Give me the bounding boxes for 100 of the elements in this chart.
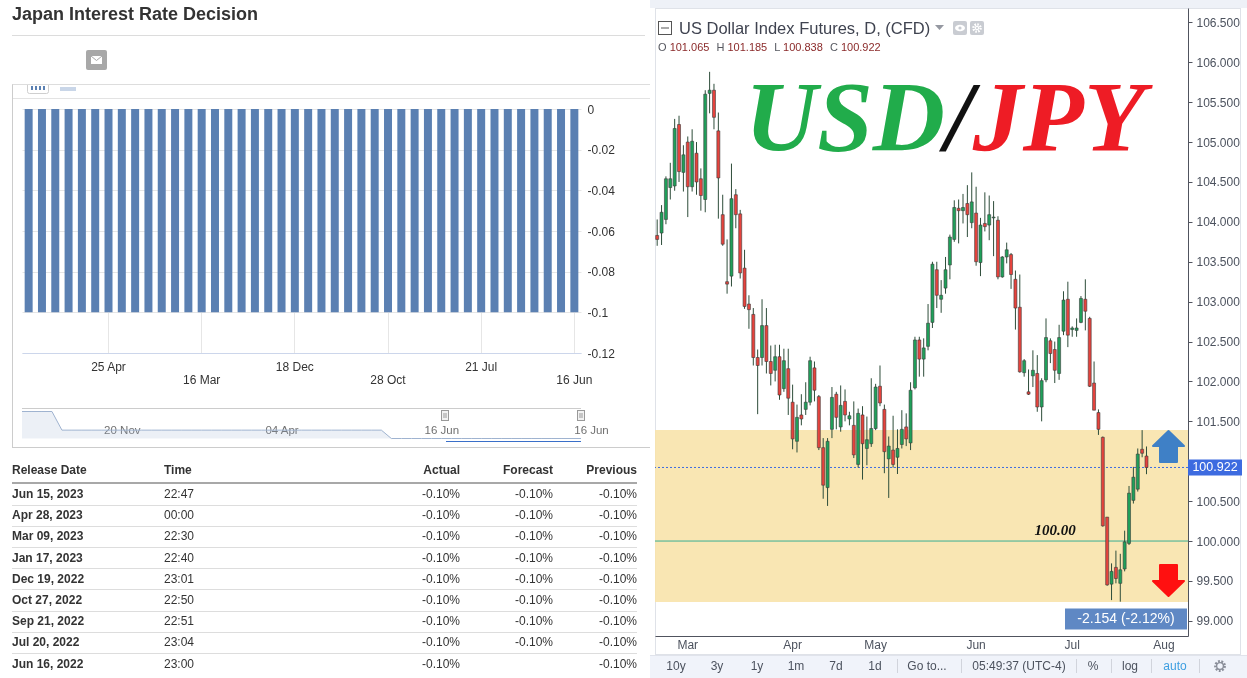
text: 22:50 [164,593,195,607]
text: log [1121,659,1139,673]
text: -0.10% [514,635,553,650]
text: -0.10% [514,508,553,523]
text: -0.10% [421,656,460,671]
x-tick-label: Jun [966,637,986,652]
text: 1d [868,659,882,673]
category-label: Time [164,463,192,477]
y-tick-label: 104.500 [1196,175,1241,190]
category-label: Forecast [502,463,553,477]
y-tick-label: 106.000 [1196,55,1241,70]
text: -0.10% [514,529,553,544]
text: 1y [750,659,764,673]
text: -0.10% [514,614,553,629]
text: -0.10% [598,614,637,629]
text: -0.10% [421,614,460,629]
text: 22:47 [164,487,195,501]
y-tick-label: -0.1 [587,305,609,320]
y-tick-label: 99.000 [1196,614,1234,629]
x-tick-label: 21 Jul [465,359,498,374]
candlestick [1026,368,1031,396]
candlestick [1074,317,1079,338]
x-tick-label: 16 Jun [556,372,593,387]
y-tick-label: 104.000 [1196,215,1241,230]
category-label: Jan 17, 2023 [12,550,83,565]
text: Go to... [907,659,947,673]
text: -0.10% [598,487,637,501]
category-label: Jul 20, 2022 [12,635,80,650]
text: -0.10% [421,487,460,501]
text: 23:04 [164,635,195,650]
ref-line-label: 100.00 [1034,522,1077,539]
text: US Dollar Index Futures, D, (CFD) [679,18,931,38]
category-label: Mar 09, 2023 [12,529,84,544]
candlestick [900,409,904,449]
y-tick-label: 101.500 [1196,414,1241,429]
category-label: Previous [586,463,637,477]
candlestick [812,361,817,402]
y-tick-label: -0.02 [587,143,616,158]
text: -0.10% [421,571,460,586]
y-tick-label: 103.000 [1196,295,1241,310]
text: -0.10% [598,529,637,544]
text: 23:00 [164,656,195,671]
ref-line-label: 100.922 [1192,460,1238,475]
y-tick-label: 106.500 [1196,15,1241,30]
x-tick-label: May [864,637,887,652]
text: 22:40 [164,550,195,565]
y-tick-label: -0.04 [587,183,616,198]
x-tick-label: Mar [677,637,699,652]
category-label: Actual [423,463,460,477]
text: 22:51 [164,614,195,629]
candlestick [956,199,961,244]
x-tick-label: 16 Mar [183,372,221,387]
text: 3y [710,659,724,673]
y-tick-label: 99.500 [1196,574,1234,589]
y-tick-label: 100.500 [1196,494,1241,509]
text: -0.10% [598,593,637,607]
text: -0.10% [421,635,460,650]
text: -0.10% [421,550,460,565]
category-label: Release Date [12,463,87,477]
y-tick-label: 103.500 [1196,255,1241,270]
text: 23:01 [164,571,195,586]
chart-title: Japan Interest Rate Decision [12,3,259,25]
y-tick-label: -0.12 [587,346,616,361]
text: O 101.065 H 101.185 L 100.838 C 100.922 [658,41,881,53]
y-tick-label: 102.500 [1196,335,1241,350]
text: auto [1163,659,1187,673]
y-tick-label: 100.000 [1196,534,1241,549]
candlestick [1052,341,1057,384]
text: -0.10% [514,550,553,565]
category-label: Sep 21, 2022 [12,614,85,629]
candlestick [965,184,970,238]
y-tick-label: 105.500 [1196,95,1241,110]
text: -0.10% [421,508,460,523]
category-label: Dec 19, 2022 [12,571,85,586]
y-tick-label: -0.06 [587,224,616,239]
y-tick-label: 0 [587,102,595,117]
x-tick-label: Jul [1064,637,1080,652]
x-tick-label: 04 Apr [265,424,299,436]
text: -0.10% [514,571,553,586]
y-tick-label: -0.08 [587,265,616,280]
candlestick [1096,408,1101,436]
text: 1m [787,659,805,673]
text: -0.10% [598,635,637,650]
x-tick-label: Aug [1153,637,1175,652]
text: -0.10% [421,593,460,607]
x-tick-label: 25 Apr [91,359,126,374]
x-tick-label: Apr [783,637,802,652]
text: 00:00 [164,508,195,523]
text: -0.10% [514,593,553,607]
text: -0.10% [598,571,637,586]
text: -0.10% [598,550,637,565]
text: -0.10% [421,529,460,544]
text: 7d [829,659,843,673]
candlestick [987,195,992,241]
text: 22:30 [164,529,195,544]
category-label: Oct 27, 2022 [12,593,83,607]
band-label: -2.154 (-2.12%) [1077,610,1175,627]
x-tick-label: 16 Jun [424,424,460,436]
y-tick-label: 105.000 [1196,135,1241,150]
text: -0.10% [514,487,553,501]
